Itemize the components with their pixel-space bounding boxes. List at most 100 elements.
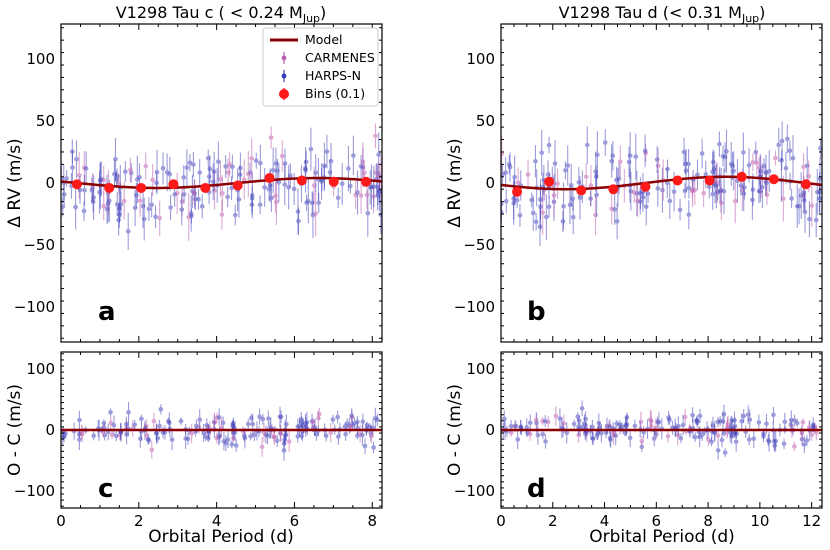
rv-point bbox=[358, 176, 364, 215]
rv-point bbox=[216, 408, 222, 427]
rv-point bbox=[643, 187, 649, 226]
rv-point bbox=[178, 417, 184, 425]
y-tick-label: 0 bbox=[485, 174, 495, 192]
rv-point bbox=[594, 172, 599, 218]
rv-point bbox=[246, 150, 251, 198]
rv-point bbox=[360, 424, 365, 446]
rv-point bbox=[197, 159, 202, 186]
rv-point bbox=[789, 188, 794, 209]
rv-point bbox=[560, 210, 566, 233]
bin-point bbox=[328, 176, 339, 187]
rv-point bbox=[162, 425, 168, 440]
rv-point bbox=[262, 167, 268, 207]
rv-point bbox=[802, 435, 807, 454]
rv-point bbox=[701, 179, 706, 208]
x-tick-label: 0 bbox=[56, 512, 66, 530]
y-tick-label: 0 bbox=[45, 421, 55, 439]
rv-point bbox=[517, 203, 523, 227]
rv-point bbox=[648, 409, 653, 429]
rv-point bbox=[309, 191, 315, 215]
rv-point bbox=[682, 183, 688, 199]
rv-point bbox=[328, 423, 334, 443]
rv-point bbox=[626, 146, 632, 178]
rv-point bbox=[108, 416, 114, 430]
rv-point bbox=[233, 439, 239, 452]
y-tick-label: 50 bbox=[476, 112, 495, 130]
legend-model-label: Model bbox=[305, 32, 343, 47]
rv-point bbox=[715, 429, 721, 442]
rv-point bbox=[191, 151, 196, 178]
rv-point bbox=[719, 432, 725, 448]
rv-point bbox=[245, 418, 251, 430]
y-tick-label: 100 bbox=[466, 50, 495, 68]
bin-point bbox=[296, 175, 307, 186]
y-tick-label: −100 bbox=[14, 298, 55, 316]
bin-point bbox=[136, 182, 147, 193]
rv-point bbox=[529, 192, 535, 208]
rv-point bbox=[800, 418, 806, 427]
rv-point bbox=[640, 188, 646, 207]
legend-bins-label: Bins (0.1) bbox=[305, 86, 365, 101]
rv-point bbox=[590, 419, 595, 435]
rv-point bbox=[185, 432, 191, 445]
rv-point bbox=[299, 432, 304, 440]
rv-point bbox=[771, 406, 776, 423]
rv-point bbox=[524, 418, 530, 437]
panel-d-xlabel: Orbital Period (d) bbox=[589, 527, 735, 547]
panel-c-xlabel: Orbital Period (d) bbox=[148, 527, 294, 547]
rv-point bbox=[158, 404, 164, 415]
rv-point bbox=[809, 184, 815, 227]
rv-point bbox=[109, 430, 115, 440]
x-tick-label: 10 bbox=[750, 512, 769, 530]
rv-point bbox=[351, 135, 356, 176]
rv-point bbox=[304, 194, 309, 211]
y-tick-label: 0 bbox=[485, 421, 495, 439]
rv-point bbox=[660, 167, 665, 213]
y-tick-label: 100 bbox=[26, 50, 55, 68]
rv-point bbox=[594, 431, 600, 441]
rv-point bbox=[801, 153, 806, 181]
rv-point bbox=[188, 195, 194, 232]
rv-point bbox=[138, 429, 143, 449]
rv-point bbox=[715, 441, 721, 460]
y-tick-label: −50 bbox=[463, 236, 495, 254]
rv-point bbox=[570, 200, 576, 235]
rv-point bbox=[249, 194, 255, 215]
bin-point bbox=[640, 181, 651, 192]
rv-point bbox=[146, 197, 152, 221]
rv-point bbox=[518, 420, 524, 434]
rv-point bbox=[792, 414, 797, 427]
rv-point bbox=[590, 432, 595, 445]
rv-point bbox=[564, 422, 570, 444]
rv-point bbox=[665, 429, 671, 443]
rv-point bbox=[73, 184, 78, 230]
rv-point bbox=[686, 200, 692, 230]
rv-point bbox=[186, 193, 192, 241]
rv-point bbox=[230, 154, 235, 180]
rv-point bbox=[695, 159, 700, 190]
rv-point bbox=[154, 424, 159, 442]
rv-point bbox=[111, 415, 117, 435]
bin-point bbox=[800, 179, 811, 190]
rv-point bbox=[90, 191, 96, 213]
rv-point bbox=[773, 150, 778, 166]
y-tick-label: 100 bbox=[26, 360, 55, 378]
rv-point bbox=[223, 435, 229, 452]
panel-a-letter: a bbox=[98, 297, 116, 327]
x-tick-label: 0 bbox=[496, 512, 506, 530]
rv-point bbox=[139, 414, 144, 424]
rv-point bbox=[588, 191, 593, 207]
rv-point bbox=[571, 419, 577, 429]
rv-point bbox=[639, 435, 645, 447]
rv-point bbox=[725, 416, 730, 437]
panel-b: V1298 Tau d (< 0.31 MJup) −100−50050100 … bbox=[445, 3, 823, 343]
rv-point bbox=[502, 410, 507, 428]
legend-harps-marker bbox=[281, 73, 287, 79]
rv-point bbox=[711, 149, 716, 175]
rv-point bbox=[128, 157, 133, 182]
rv-point bbox=[295, 188, 301, 235]
rv-point bbox=[346, 145, 351, 192]
panel-a: V1298 Tau c ( < 0.24 MJup) −100 −50 0 50 100… bbox=[5, 3, 383, 343]
rv-point bbox=[746, 433, 752, 446]
rv-point bbox=[680, 414, 686, 436]
